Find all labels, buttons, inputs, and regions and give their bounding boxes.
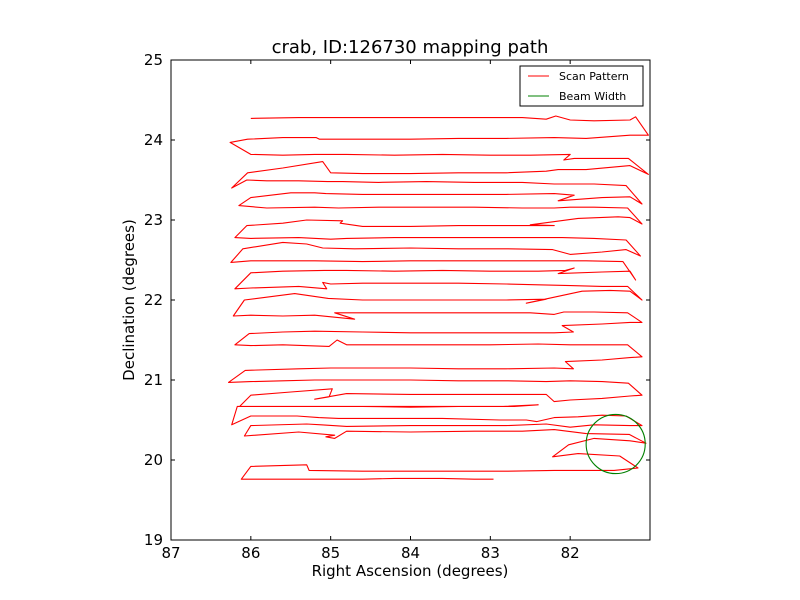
x-tick-label: 86 <box>241 544 260 562</box>
y-tick-label: 24 <box>144 131 163 149</box>
legend: Scan Pattern Beam Width <box>519 65 644 107</box>
legend-label-scan-pattern: Scan Pattern <box>559 70 629 83</box>
ticks-layer: 87 86 85 84 83 82 19 20 21 22 23 24 25 <box>144 51 650 562</box>
x-tick-label: 85 <box>321 544 340 562</box>
y-tick-label: 22 <box>144 291 163 309</box>
y-tick-label: 25 <box>144 51 163 69</box>
series-beam-width-circle <box>585 413 646 475</box>
x-tick-label: 87 <box>161 544 180 562</box>
x-tick-label: 82 <box>561 544 580 562</box>
x-tick-label: 84 <box>401 544 420 562</box>
y-axis-label: Declination (degrees) <box>120 219 138 381</box>
chart-title: crab, ID:126730 mapping path <box>272 37 549 58</box>
series-layer <box>227 115 649 480</box>
plot-area: 87 86 85 84 83 82 19 20 21 22 23 24 25 <box>144 51 651 562</box>
x-axis-label: Right Ascension (degrees) <box>312 562 509 580</box>
y-tick-label: 23 <box>144 211 163 229</box>
series-scan-pattern-line <box>227 115 649 480</box>
plot-frame <box>170 59 651 541</box>
y-tick-label: 19 <box>144 531 163 549</box>
x-tick-label: 83 <box>481 544 500 562</box>
y-tick-label: 21 <box>144 371 163 389</box>
legend-frame <box>519 65 644 107</box>
y-tick-label: 20 <box>144 451 163 469</box>
legend-label-beam-width: Beam Width <box>559 90 626 103</box>
